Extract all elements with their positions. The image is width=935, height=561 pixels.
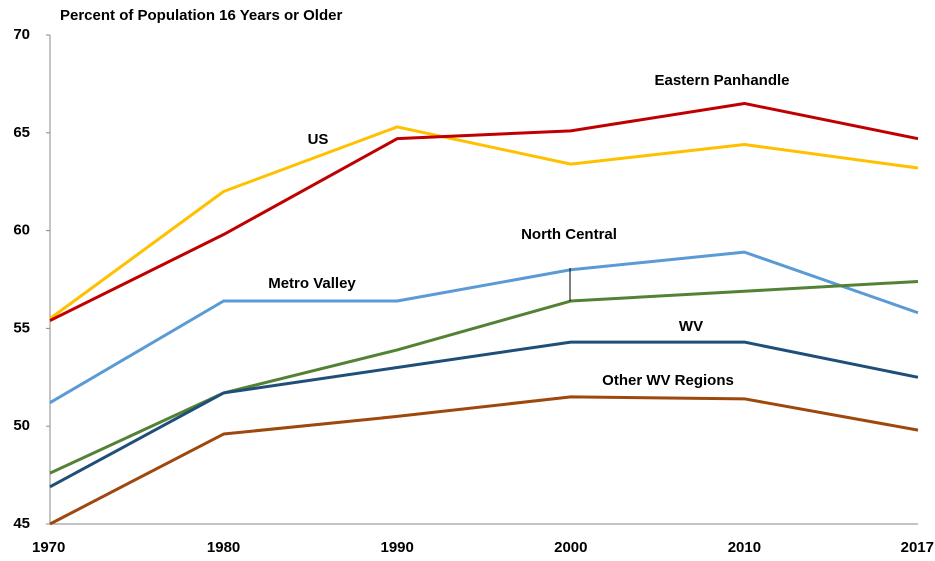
series-line [49, 340, 919, 489]
y-tick-label: 70 [13, 26, 30, 43]
x-tick-label: 1980 [207, 539, 240, 556]
series-line [49, 279, 919, 475]
y-tick-label: 65 [13, 124, 30, 141]
series-label: Metro Valley [268, 275, 356, 292]
x-tick-label: 2017 [901, 539, 934, 556]
x-tick-label: 1970 [32, 539, 65, 556]
series-line [49, 395, 919, 526]
series-label: North Central [521, 226, 617, 243]
series-label: US [308, 131, 329, 148]
y-tick-label: 55 [13, 319, 30, 336]
x-tick-label: 1990 [381, 539, 414, 556]
series-label: Eastern Panhandle [654, 72, 789, 89]
y-tick-label: 60 [13, 222, 30, 239]
x-tick-label: 2000 [554, 539, 587, 556]
x-tick-label: 2010 [728, 539, 761, 556]
series-line [49, 125, 919, 320]
chart-title: Percent of Population 16 Years or Older [60, 7, 342, 24]
series-line [49, 101, 919, 322]
series-label: WV [679, 318, 703, 335]
y-tick-label: 50 [13, 417, 30, 434]
series-line [49, 250, 919, 405]
y-tick-label: 45 [13, 515, 30, 532]
series-label: Other WV Regions [602, 372, 734, 389]
